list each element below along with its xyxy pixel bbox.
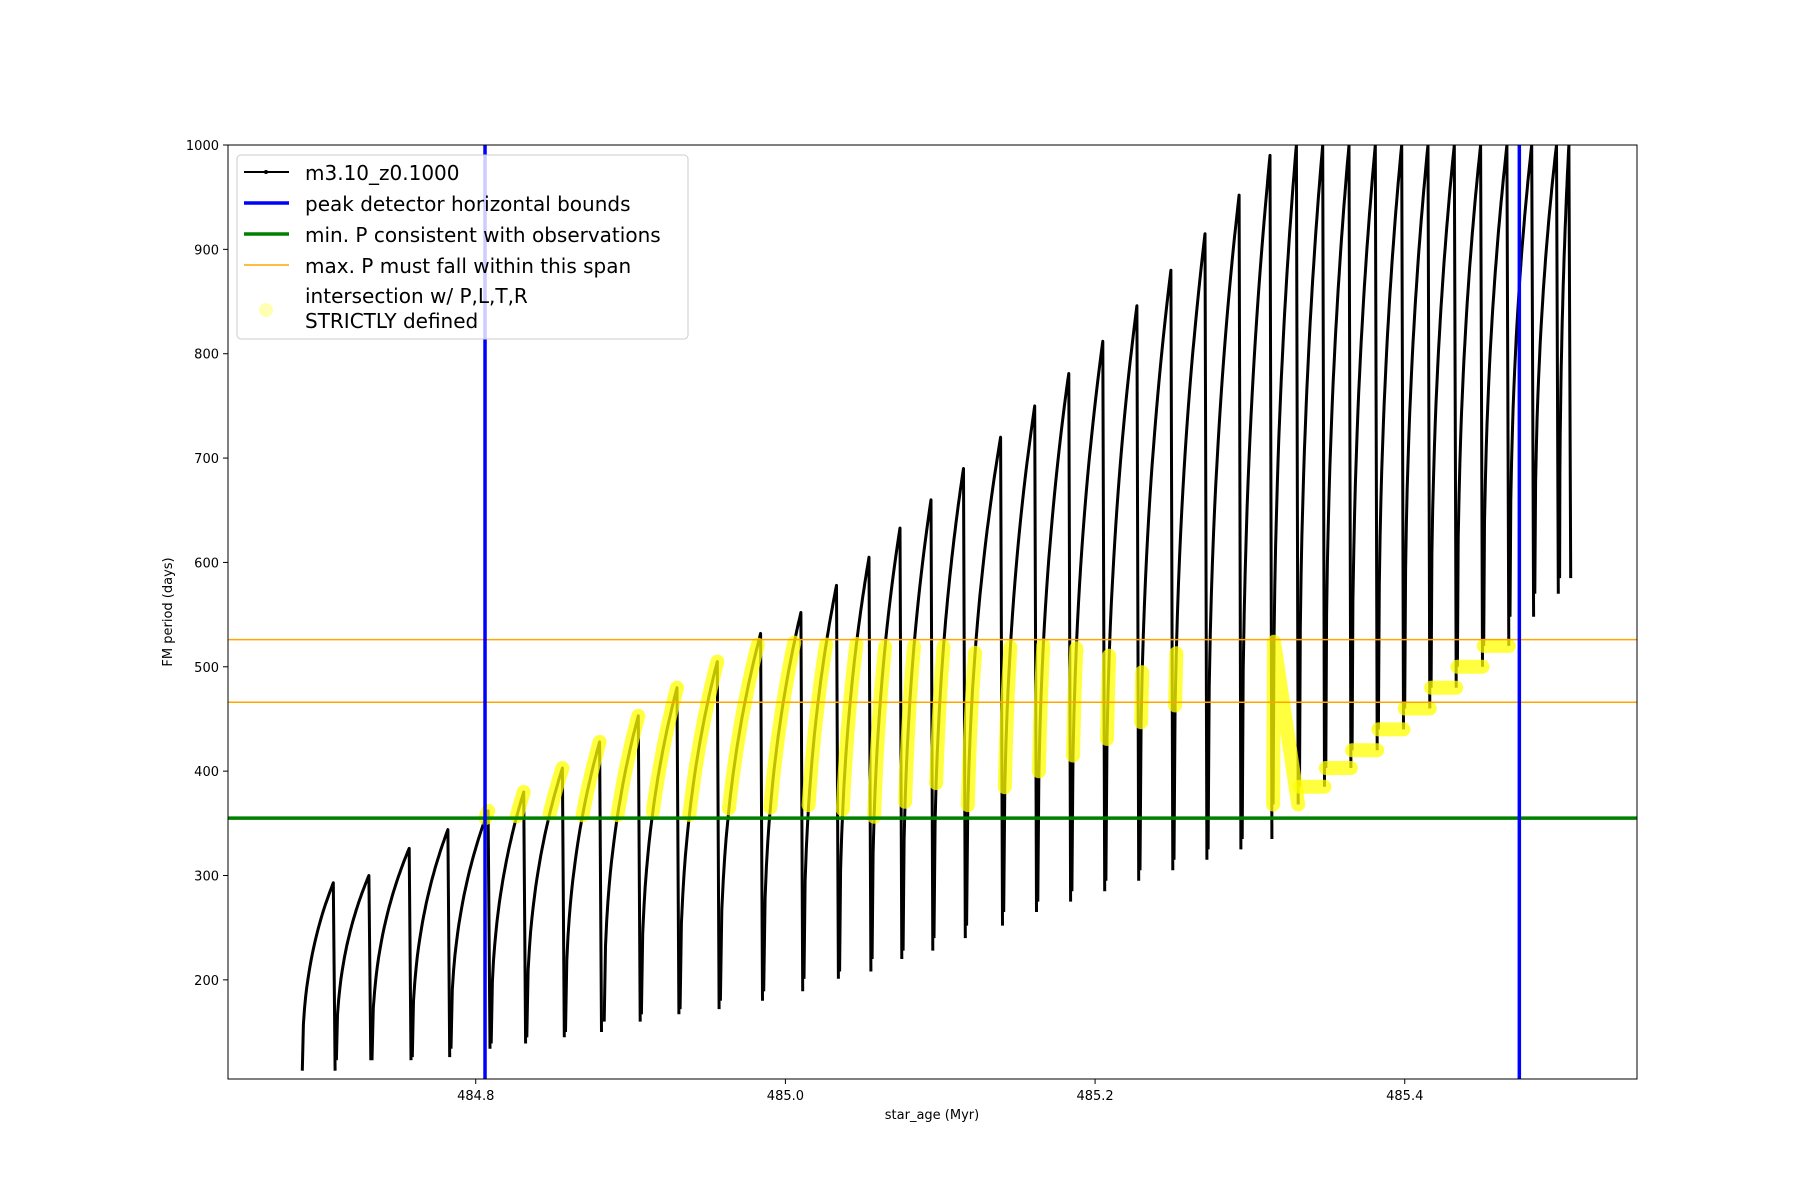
legend-label-max-p: max. P must fall within this span — [305, 254, 631, 278]
intersection-segment-14 — [835, 637, 864, 817]
y-tick-label-0: 200 — [194, 974, 219, 989]
track-cycle-28 — [1298, 145, 1326, 787]
plot-frame — [227, 144, 1638, 1080]
intersection-segment-6 — [542, 761, 570, 821]
y-tick-label-4: 600 — [194, 556, 219, 571]
track-cycle-25 — [1206, 193, 1243, 850]
intersection-segment-15 — [867, 639, 893, 824]
intersection-segment-20 — [1031, 638, 1051, 779]
y-tick-label-5: 700 — [194, 452, 219, 467]
x-axis-title: star_age (Myr) — [885, 1108, 979, 1123]
track-cycle-31 — [1376, 145, 1405, 730]
legend-swatch-intersection — [259, 303, 273, 317]
y-tick-label-3: 500 — [194, 661, 219, 676]
y-axis-title: FM period (days) — [161, 557, 176, 666]
legend: m3.10_z0.1000 peak detector horizontal b… — [236, 154, 689, 340]
x-tick-label-1: 485.0 — [767, 1089, 804, 1104]
intersection-segment-18 — [960, 645, 983, 813]
x-tick-label-3: 485.4 — [1386, 1089, 1423, 1104]
track-cycle-24 — [1172, 232, 1209, 860]
legend-label-bounds: peak detector horizontal bounds — [305, 192, 631, 216]
x-tick-label-2: 485.2 — [1076, 1089, 1113, 1104]
legend-label-track: m3.10_z0.1000 — [305, 161, 460, 185]
track-cycle-21 — [1070, 339, 1107, 892]
intersection-segment-7 — [575, 734, 607, 823]
track-cycle-0 — [300, 881, 337, 1071]
axes: 484.8 485.0 485.2 485.4 200 300 400 500 600 700 80… — [186, 139, 1423, 1104]
track-cycle-23 — [1138, 268, 1175, 871]
legend-label-intersection-line2: STRICTLY defined — [305, 309, 478, 333]
track-cycle-30 — [1350, 145, 1379, 751]
track-cycle-34 — [1455, 145, 1484, 667]
track-cycle-38 — [1558, 145, 1573, 579]
legend-swatch-track-marker — [264, 170, 268, 174]
track-cycle-3 — [410, 828, 452, 1058]
track-cycle-29 — [1324, 145, 1353, 769]
intersection-segment-12 — [763, 635, 802, 815]
intersection-segment-22 — [1100, 648, 1117, 746]
intersection-segment-21 — [1066, 641, 1084, 763]
track-cycle-22 — [1104, 304, 1141, 881]
y-tick-label-6: 800 — [194, 348, 219, 363]
intersection-segment-11 — [722, 637, 765, 816]
y-tick-label-8: 1000 — [186, 139, 219, 154]
track-cycle-4 — [449, 809, 492, 1049]
track-cycle-32 — [1403, 145, 1432, 709]
y-tick-label-2: 400 — [194, 765, 219, 780]
intersection-segment-23 — [1134, 665, 1150, 730]
track-cycle-37 — [1533, 145, 1560, 594]
intersection-segment-24 — [1168, 646, 1184, 713]
track-cycle-1 — [334, 874, 373, 1061]
plot-area — [228, 145, 1637, 1079]
y-tick-label-1: 300 — [194, 870, 219, 885]
track-cycle-33 — [1429, 145, 1458, 688]
intersection-series — [478, 634, 1516, 826]
intersection-segment-8 — [610, 708, 646, 823]
intersection-segment-5 — [509, 785, 531, 824]
intersection-segment-19 — [997, 640, 1018, 795]
track-cycle-35 — [1482, 145, 1511, 646]
intersection-segment-27 — [1266, 634, 1306, 812]
intersection-segment-13 — [801, 637, 834, 813]
track-cycle-2 — [370, 846, 413, 1061]
intersection-segment-10 — [682, 654, 725, 822]
track-cycle-26 — [1240, 153, 1274, 840]
track-cycle-36 — [1508, 145, 1536, 617]
intersection-segment-17 — [929, 639, 951, 791]
intersection-segment-9 — [645, 680, 684, 819]
track-cycle-27 — [1271, 145, 1300, 805]
legend-label-intersection-line1: intersection w/ P,L,T,R — [305, 284, 528, 308]
legend-box — [236, 154, 689, 340]
intersection-segment-16 — [898, 639, 921, 809]
legend-label-min-p: min. P consistent with observations — [305, 223, 661, 247]
y-tick-label-7: 900 — [194, 243, 219, 258]
x-tick-label-0: 484.8 — [457, 1089, 494, 1104]
